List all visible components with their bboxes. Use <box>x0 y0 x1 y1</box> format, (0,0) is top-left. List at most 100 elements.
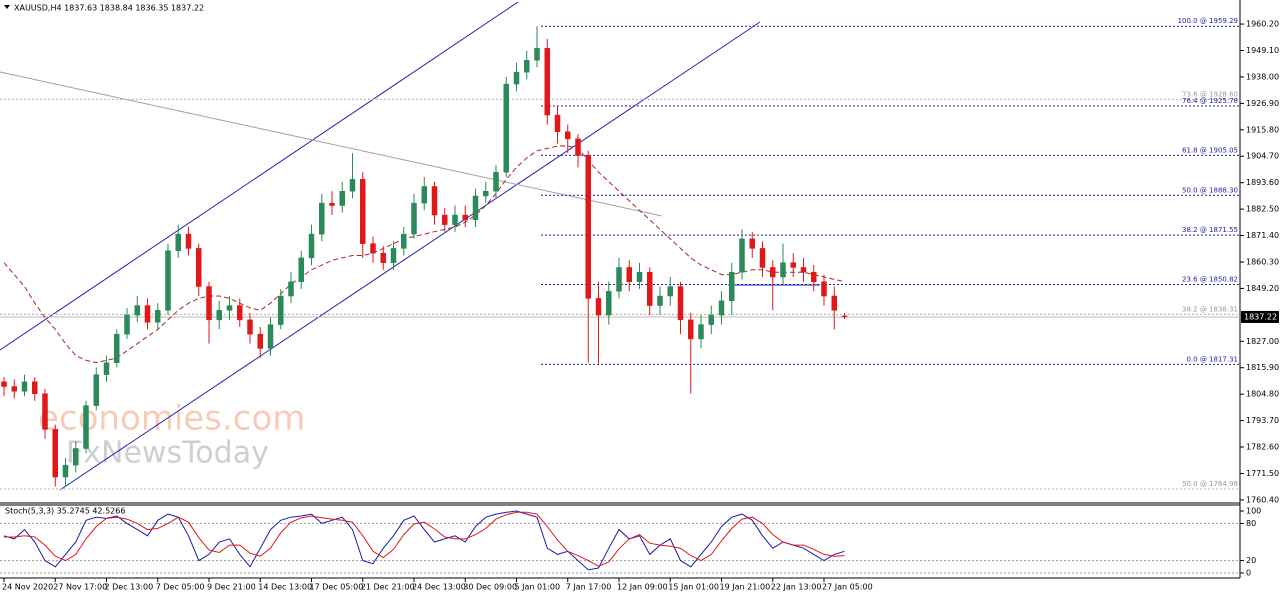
candle-body <box>718 300 725 316</box>
y-tick-label: 1871.40 <box>1246 231 1279 240</box>
y-tick-label: 1827.00 <box>1246 337 1279 346</box>
trend-line <box>0 71 663 217</box>
candle-body <box>636 271 643 282</box>
candle-body <box>124 314 130 335</box>
chart-header: XAUUSD,H4 1837.63 1838.84 1836.35 1837.2… <box>14 4 204 13</box>
candle-body <box>11 386 17 392</box>
x-tick-label: 14 Dec 13:00 <box>258 583 312 592</box>
x-tick-label: 30 Dec 09:00 <box>463 583 517 592</box>
x-tick-label: 21 Dec 21:00 <box>361 583 415 592</box>
price-label: 1837.22 <box>1244 312 1277 321</box>
candle-body <box>524 60 530 73</box>
candle-body <box>349 179 356 192</box>
y-tick-label: 1760.40 <box>1246 495 1279 504</box>
watermark-text: FxNewsToday <box>66 436 269 471</box>
fib-label: 100.0 @ 1959.29 <box>1178 17 1238 25</box>
candle-body <box>452 214 458 225</box>
candle-body <box>247 319 253 335</box>
candle-body <box>544 48 550 116</box>
y-tick-label: 20 <box>1246 556 1256 565</box>
channel-line <box>0 1 519 351</box>
candle-body <box>749 238 755 249</box>
candle-body <box>616 267 622 292</box>
candle-body <box>606 291 612 316</box>
candle-body <box>554 114 561 132</box>
candle-body <box>52 429 58 478</box>
candle-body <box>513 71 520 85</box>
candle-body <box>298 257 304 282</box>
candle-body <box>175 233 181 252</box>
x-tick-label: 7 Jan 17:00 <box>566 583 612 592</box>
fib-label: 0.0 @ 1817.31 <box>1186 355 1238 363</box>
candle-body <box>585 155 591 299</box>
candle-body <box>841 315 848 318</box>
x-tick-label: 17 Dec 05:00 <box>310 583 364 592</box>
candle-body <box>155 310 161 323</box>
candle-body <box>483 190 489 197</box>
candle-body <box>677 286 684 321</box>
fib-label: 61.8 @ 1905.05 <box>1182 146 1238 154</box>
y-tick-label: 1893.60 <box>1246 178 1279 187</box>
fib-label: 38.2 @ 1838.31 <box>1182 305 1238 313</box>
candle-body <box>360 179 366 244</box>
candle-body <box>206 286 212 321</box>
candle-body <box>821 281 827 297</box>
candle-body <box>329 202 335 206</box>
candle-body <box>1 381 7 387</box>
candle-body <box>811 271 817 282</box>
x-tick-label: 9 Dec 21:00 <box>207 583 256 592</box>
fib-label: 76.4 @ 1925.78 <box>1182 97 1238 105</box>
candle-body <box>93 374 99 406</box>
candle-body <box>493 171 499 192</box>
y-tick-label: 100 <box>1246 507 1261 516</box>
candle-body <box>103 362 110 375</box>
fib-label: 50.0 @ 1888.30 <box>1182 186 1238 194</box>
candle-body <box>288 281 294 297</box>
candle-body <box>565 131 571 140</box>
stoch-line <box>3 510 845 571</box>
price-tag <box>1241 310 1279 323</box>
candle-body <box>411 202 417 235</box>
candle-body <box>759 248 766 268</box>
candle-body <box>267 324 274 349</box>
candle-body <box>472 195 479 221</box>
candle-body <box>421 186 427 204</box>
candle-body <box>462 214 468 221</box>
fib-label: 38.2 @ 1871.55 <box>1182 226 1238 234</box>
candle-body <box>185 233 192 249</box>
candle-body <box>278 295 284 325</box>
x-tick-label: 19 Jan 21:00 <box>720 583 771 592</box>
x-tick-label: 24 Dec 13:00 <box>412 583 466 592</box>
candle-body <box>688 319 694 340</box>
candle-body <box>790 262 796 268</box>
y-tick-label: 1938.00 <box>1246 72 1279 81</box>
candle-body <box>308 233 315 259</box>
y-tick-label: 1915.80 <box>1246 125 1279 134</box>
candle-body <box>339 190 345 206</box>
candle-body <box>134 305 140 316</box>
candle-body <box>390 248 397 263</box>
candle-body <box>657 295 663 306</box>
candle-body <box>114 333 120 363</box>
y-tick-label: 1904.70 <box>1246 152 1279 161</box>
y-tick-label: 1882.50 <box>1246 205 1279 214</box>
watermark-text: economies.com <box>38 399 305 439</box>
x-tick-label: 7 Dec 05:00 <box>156 583 205 592</box>
candle-body <box>216 310 222 321</box>
candle-body <box>42 393 48 430</box>
collapse-icon[interactable] <box>4 5 10 9</box>
fib-label: 23.6 @ 1850.82 <box>1182 276 1238 284</box>
y-tick-label: 1782.60 <box>1246 443 1279 452</box>
x-tick-label: 2 Dec 13:00 <box>105 583 154 592</box>
candle-body <box>32 381 38 394</box>
candle-body <box>165 250 171 311</box>
candle-body <box>370 243 376 254</box>
x-tick-label: 24 Nov 2020 <box>2 583 53 592</box>
candle-body <box>431 186 438 216</box>
fib-label: 73.6 @ 1928.60 <box>1182 90 1238 98</box>
y-tick-label: 1793.70 <box>1246 416 1279 425</box>
x-tick-label: 27 Nov 17:00 <box>53 583 107 592</box>
candle-body <box>73 448 79 466</box>
candle-body <box>729 271 735 302</box>
candle-body <box>626 267 632 282</box>
